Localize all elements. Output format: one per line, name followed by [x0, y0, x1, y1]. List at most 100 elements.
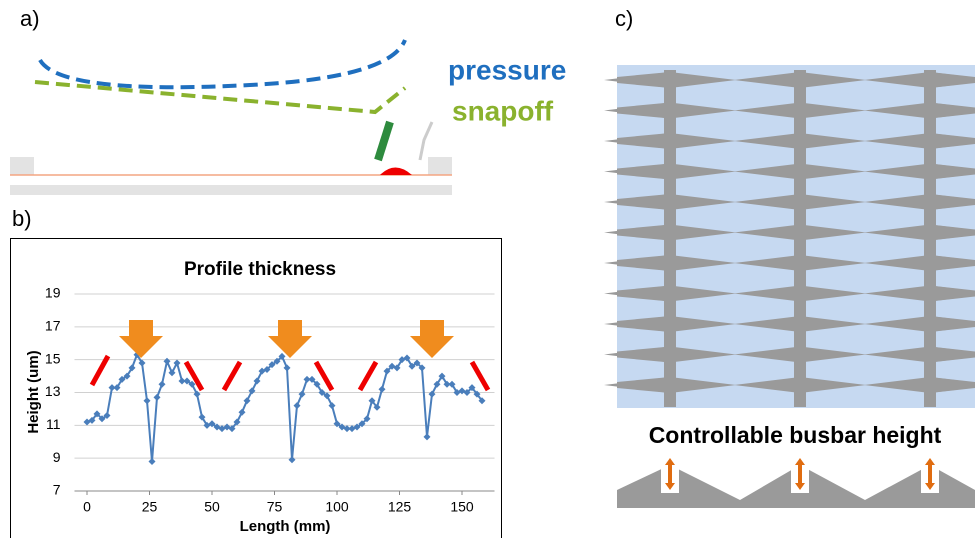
y-tick-label: 11 [46, 416, 61, 432]
point [313, 380, 321, 388]
point [423, 433, 431, 441]
point [478, 397, 486, 405]
arrow [119, 320, 163, 358]
finger [617, 224, 670, 241]
point [303, 375, 311, 383]
point [333, 420, 341, 428]
point [263, 366, 271, 374]
point [248, 387, 256, 395]
height-arrow [925, 458, 935, 490]
slope [357, 360, 379, 392]
finger [617, 163, 670, 180]
arrow [268, 320, 312, 358]
substrate [10, 185, 452, 195]
x-tick-label: 150 [450, 499, 474, 515]
x-tick-label: 0 [83, 499, 91, 515]
point [358, 420, 366, 428]
point [198, 413, 206, 421]
busbar-markers [661, 455, 939, 493]
snapoff-line [34, 80, 407, 115]
panel-label: b) [12, 206, 32, 231]
finger [617, 133, 670, 149]
slopes [89, 354, 491, 392]
point [173, 359, 181, 367]
height-arrow [665, 458, 675, 490]
point [408, 362, 416, 370]
finger [930, 377, 975, 393]
x-tick-label: 75 [267, 499, 283, 515]
point [233, 418, 241, 426]
point [123, 372, 131, 380]
y-tick-label: 7 [53, 482, 61, 498]
slope [89, 354, 111, 387]
point [383, 367, 391, 375]
finger [930, 163, 975, 180]
point [103, 411, 111, 419]
point [273, 357, 281, 365]
finger [930, 194, 975, 210]
y-tick-label: 13 [45, 383, 61, 399]
x-tick-label: 50 [204, 499, 220, 515]
point [323, 392, 331, 400]
finger [930, 133, 975, 149]
point [353, 423, 361, 431]
point [328, 402, 336, 410]
legend-pressure: pressure [448, 54, 566, 85]
point [298, 390, 306, 398]
busbar [664, 70, 676, 407]
caption: Controllable busbar height [649, 422, 942, 448]
y-tick-label: 15 [45, 350, 61, 366]
x-tick-label: 100 [325, 499, 349, 515]
point [178, 377, 186, 385]
finger [930, 255, 975, 271]
arrows [119, 320, 454, 358]
point [368, 397, 376, 405]
finger [930, 224, 975, 241]
point [188, 380, 196, 388]
panel-label: c) [615, 6, 633, 31]
y-axis-label: Height (um) [25, 350, 42, 433]
point [228, 425, 236, 433]
point [393, 364, 401, 372]
point [98, 415, 106, 423]
point [293, 402, 301, 410]
slope [469, 360, 491, 392]
point [253, 377, 261, 385]
point [193, 390, 201, 398]
point [308, 375, 316, 383]
point [143, 397, 151, 405]
point [448, 380, 456, 388]
point [433, 380, 441, 388]
point [238, 408, 246, 416]
point [138, 359, 146, 367]
point [108, 384, 116, 392]
point [468, 384, 476, 392]
grid-pattern [604, 70, 975, 407]
point [378, 385, 386, 393]
point [278, 352, 286, 360]
squeegee-ghost [418, 121, 434, 161]
slope [183, 360, 205, 392]
point [438, 372, 446, 380]
point [268, 361, 276, 369]
finger [617, 102, 670, 119]
x-tick-label: 125 [388, 499, 412, 515]
finger [617, 194, 670, 210]
chart-title: Profile thickness [184, 259, 336, 280]
point [153, 393, 161, 401]
point [463, 389, 471, 396]
y-tick-label: 9 [53, 449, 61, 465]
finger [930, 316, 975, 332]
finger [930, 346, 975, 363]
finger [617, 255, 670, 271]
point [343, 425, 351, 433]
busbar [924, 70, 936, 407]
annotations [89, 320, 491, 392]
point [473, 390, 481, 398]
y-tick-label: 17 [45, 318, 61, 334]
frame-block [10, 157, 34, 175]
point [283, 364, 291, 372]
finger [617, 346, 670, 363]
point [413, 359, 421, 367]
